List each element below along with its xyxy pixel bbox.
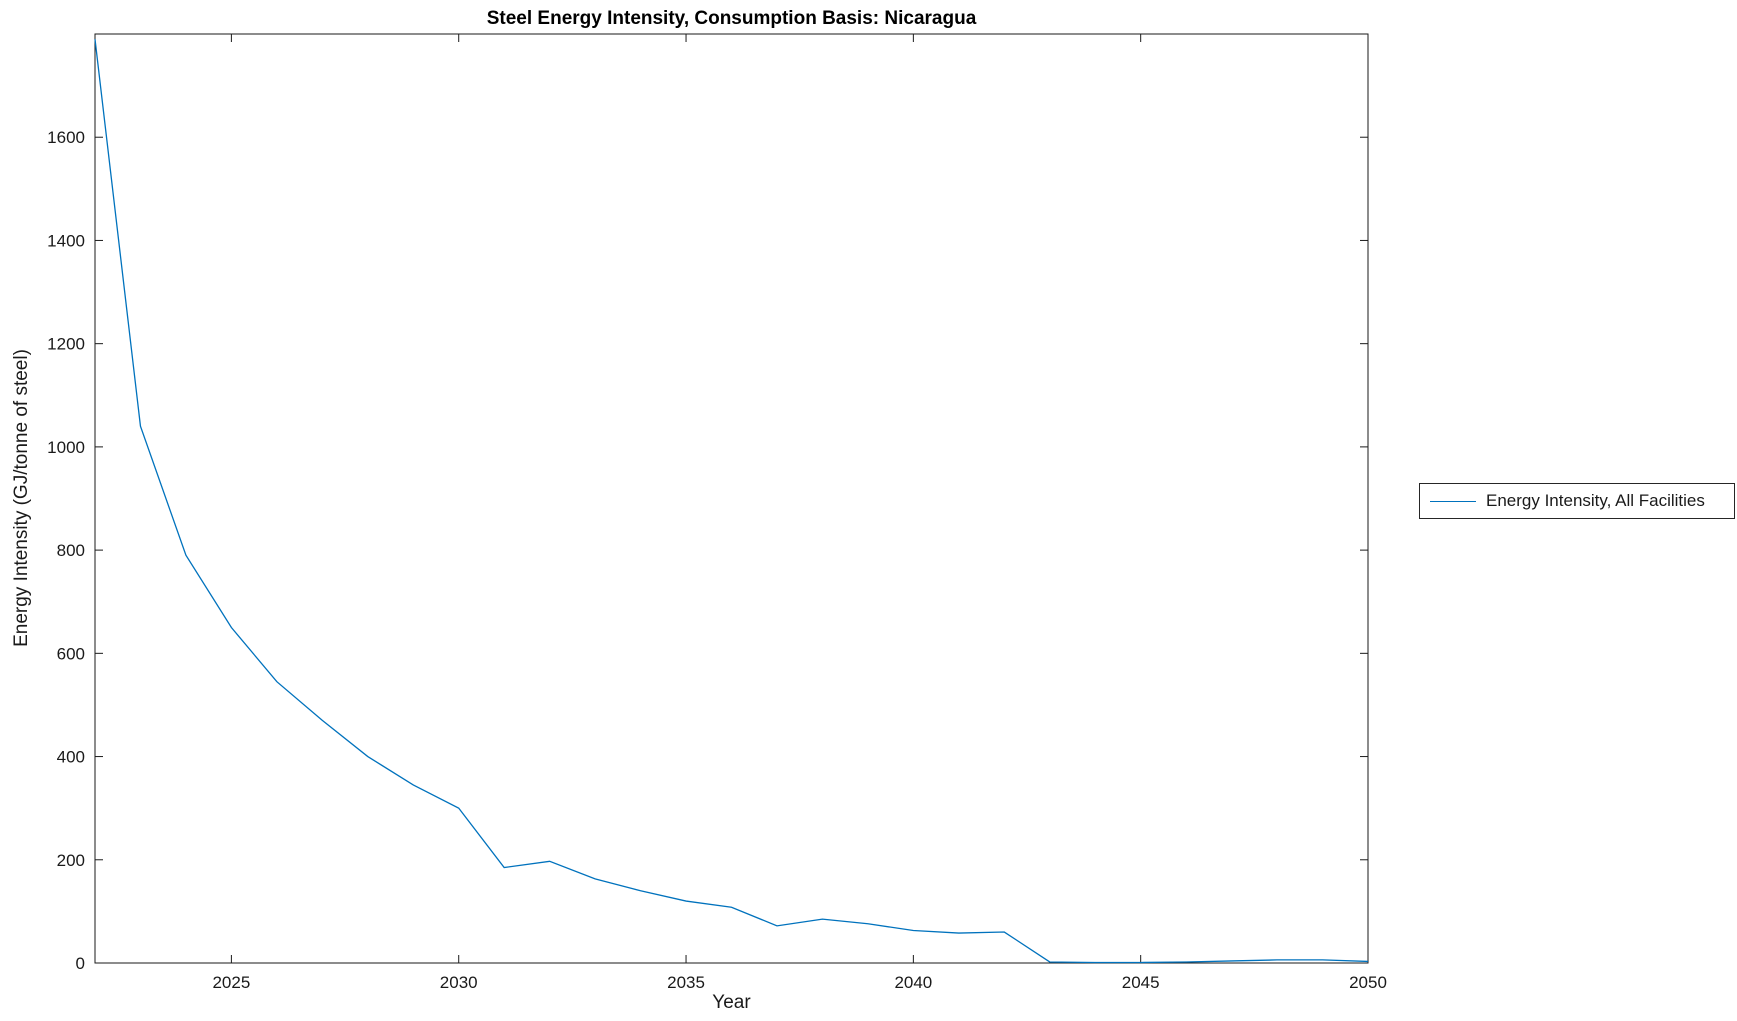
y-axis-label: Energy Intensity (GJ/tonne of steel) [11,349,32,647]
axis-box [94,33,1369,964]
x-tick-label: 2040 [894,973,932,992]
x-tick-label: 2025 [212,973,250,992]
x-axis-label: Year [712,992,751,1013]
y-tick-label: 1600 [47,128,85,147]
y-tick-label: 800 [57,541,85,560]
y-tick-label: 1200 [47,335,85,354]
legend: Energy Intensity, All Facilities [1419,483,1735,519]
legend-label: Energy Intensity, All Facilities [1486,491,1705,510]
y-tick-label: 1000 [47,438,85,457]
y-tick-label: 0 [76,954,85,973]
x-tick-label: 2035 [667,973,705,992]
y-tick-label: 400 [57,748,85,767]
series-line [94,39,1369,964]
x-tick-label: 2050 [1349,973,1387,992]
y-tick-label: 600 [57,644,85,663]
x-tick-label: 2030 [440,973,478,992]
y-tick-label: 200 [57,851,85,870]
x-tick-label: 2045 [1122,973,1160,992]
y-tick-label: 1400 [47,231,85,250]
chart-title: Steel Energy Intensity, Consumption Basi… [486,8,977,29]
legend-line-sample [1430,500,1476,502]
